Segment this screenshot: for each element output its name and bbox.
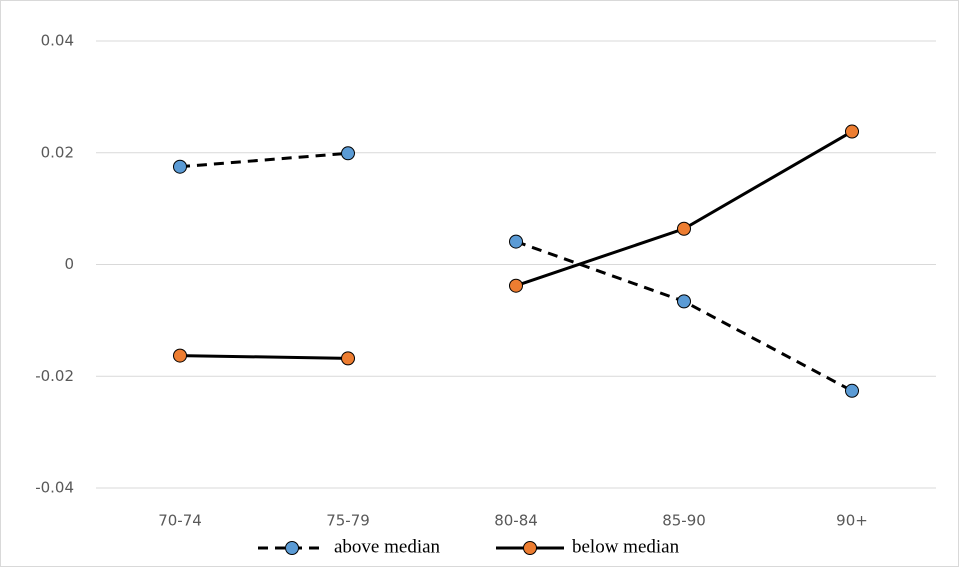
legend-label: above median	[334, 536, 441, 557]
marker	[173, 348, 187, 363]
y-tick-label: 0.02	[41, 143, 74, 161]
y-tick-label: -0.04	[35, 479, 74, 497]
marker	[509, 278, 523, 293]
x-tick-label: 85-90	[662, 512, 706, 530]
legend-marker	[285, 541, 299, 555]
x-tick-label: 75-79	[326, 512, 370, 530]
x-tick-label: 90+	[836, 512, 868, 530]
x-tick-label: 70-74	[158, 512, 202, 530]
legend-label: below median	[572, 536, 680, 557]
y-tick-label: 0.04	[41, 32, 74, 50]
marker	[509, 234, 523, 249]
legend: above median below median	[258, 536, 680, 557]
y-tick-label: 0	[64, 255, 74, 273]
series-line	[179, 151, 349, 169]
marker	[845, 383, 859, 398]
marker	[677, 221, 691, 236]
legend-marker	[523, 541, 537, 555]
marker	[845, 124, 859, 139]
marker	[173, 159, 187, 174]
y-tick-label: -0.02	[35, 367, 74, 385]
marker	[341, 351, 355, 366]
series-line	[179, 354, 349, 360]
x-tick-label: 80-84	[494, 512, 538, 530]
marker	[677, 294, 691, 309]
marker	[341, 146, 355, 161]
